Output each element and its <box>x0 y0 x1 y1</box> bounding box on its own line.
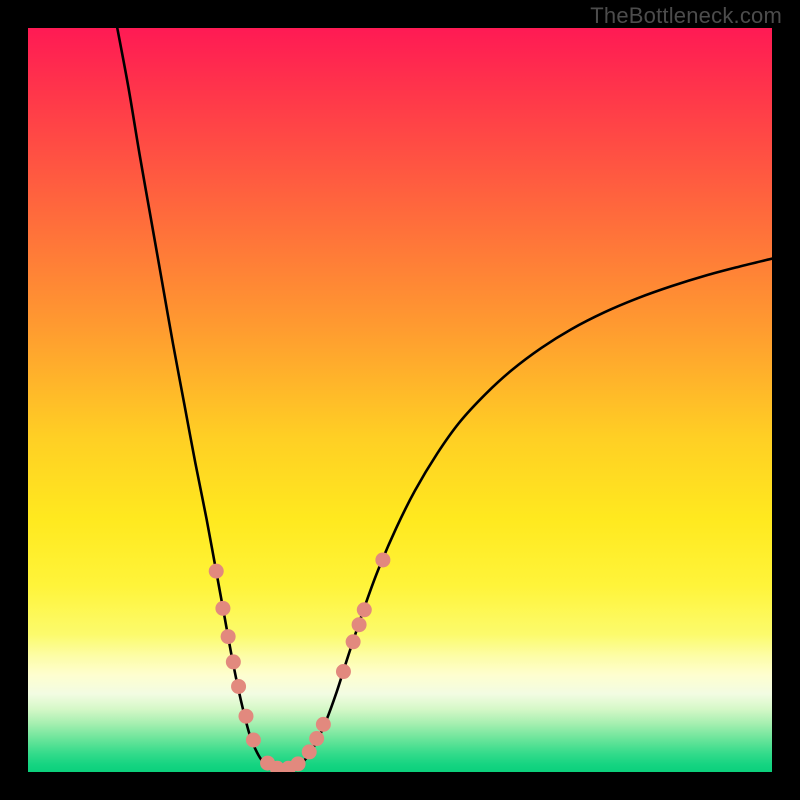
data-marker <box>246 733 261 748</box>
plot-area <box>28 28 772 772</box>
right-curve <box>279 259 772 771</box>
data-marker <box>336 664 351 679</box>
data-marker <box>231 679 246 694</box>
data-marker <box>209 564 224 579</box>
data-marker <box>352 617 367 632</box>
data-marker <box>238 709 253 724</box>
data-marker <box>302 744 317 759</box>
data-marker <box>226 654 241 669</box>
data-marker <box>357 602 372 617</box>
data-marker <box>291 756 306 771</box>
left-curve <box>117 28 279 770</box>
curve-layer <box>28 28 772 772</box>
data-marker <box>316 717 331 732</box>
data-marker <box>221 629 236 644</box>
data-marker <box>215 601 230 616</box>
data-marker <box>375 552 390 567</box>
chart-canvas: TheBottleneck.com <box>0 0 800 800</box>
data-marker <box>346 634 361 649</box>
data-marker <box>309 731 324 746</box>
watermark-text: TheBottleneck.com <box>590 3 782 29</box>
data-markers <box>209 552 391 772</box>
